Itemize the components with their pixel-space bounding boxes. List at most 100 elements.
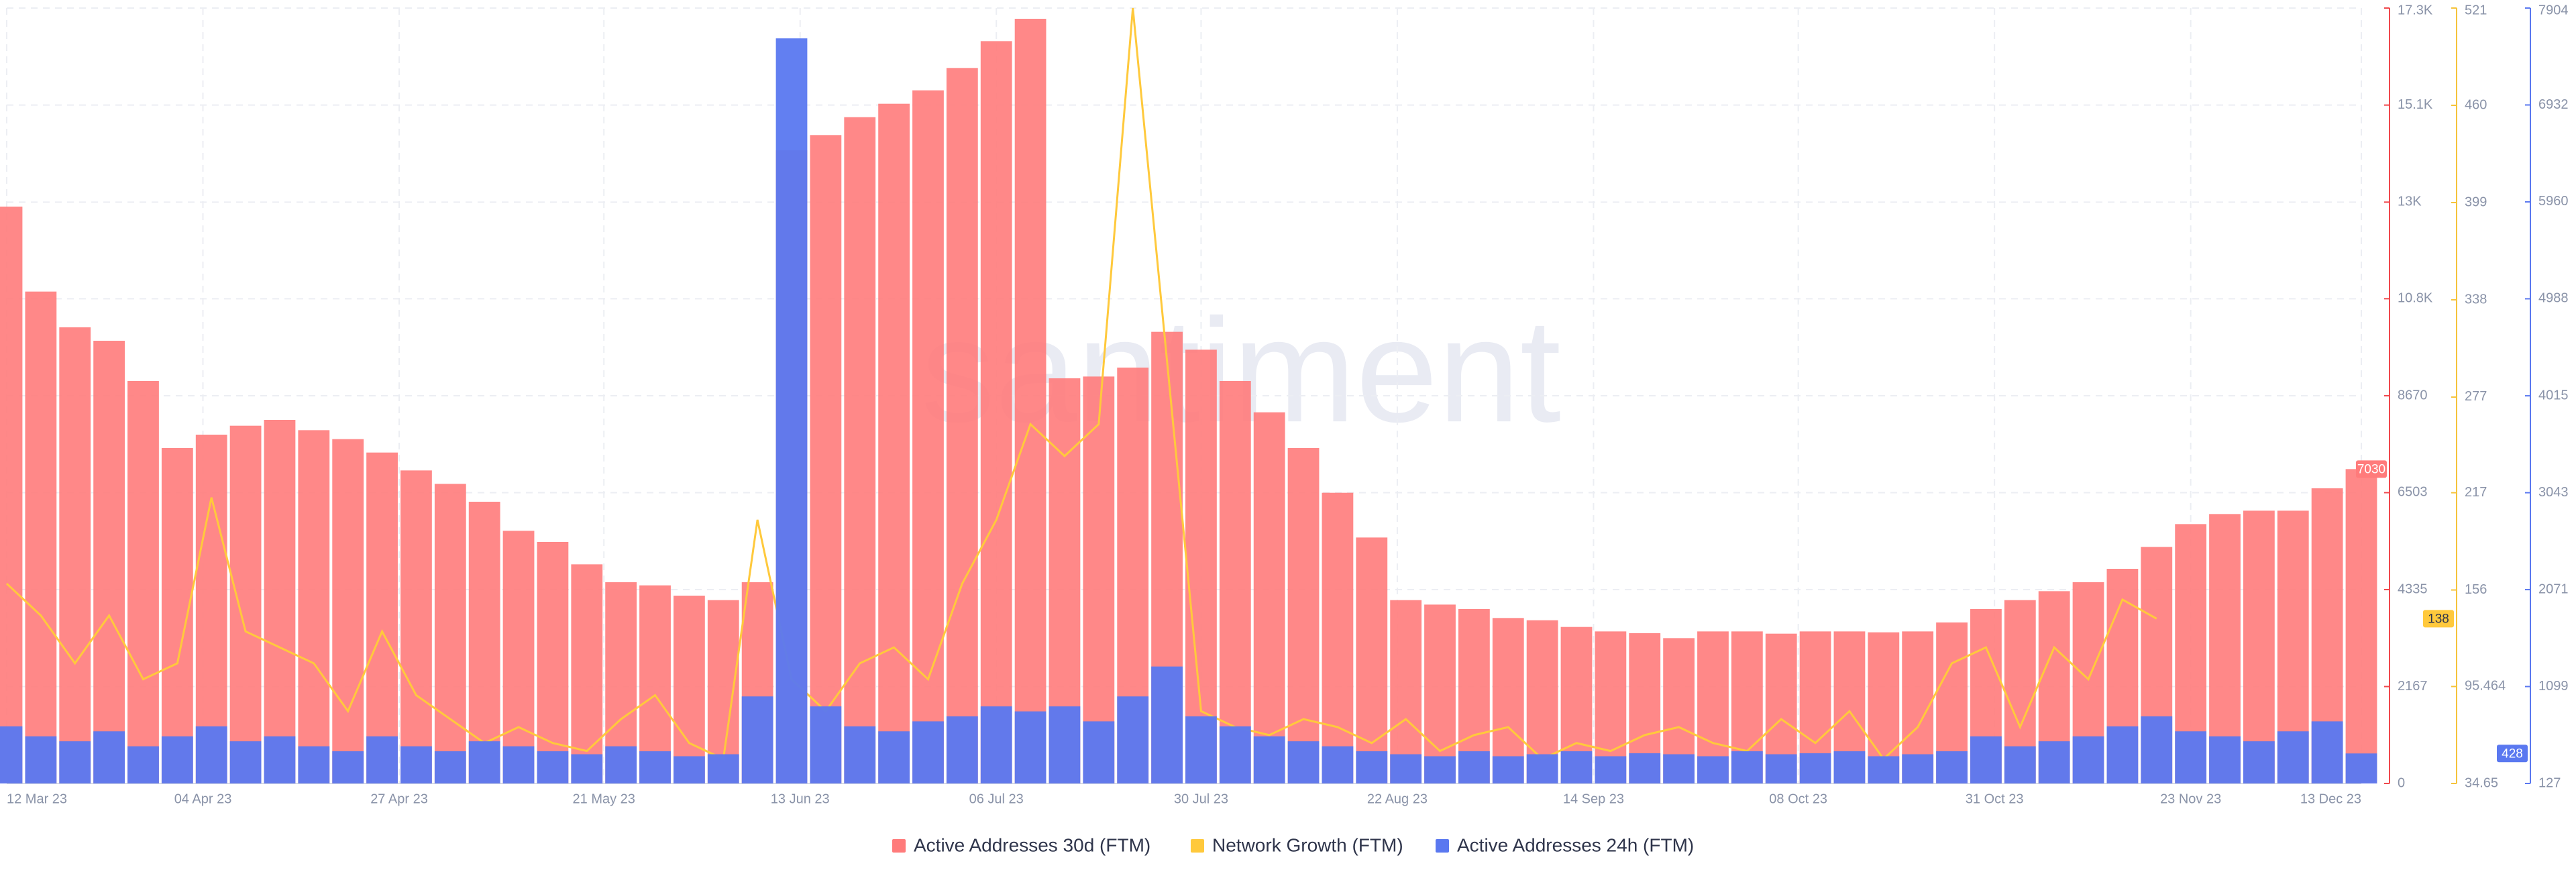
bar [229, 425, 262, 783]
line [5, 7, 2157, 761]
x-tick-label: 12 Mar 23 [7, 792, 67, 806]
y-tick-label: 4335 [2398, 582, 2428, 596]
bar [1390, 754, 1422, 783]
bar [468, 502, 500, 783]
bar [195, 726, 227, 783]
y-tick-label: 399 [2465, 195, 2487, 209]
bar [1765, 754, 1797, 783]
bar [2004, 746, 2036, 783]
bar [502, 531, 535, 783]
bar [161, 736, 193, 783]
y-tick-label: 34.65 [2465, 775, 2498, 790]
bar [127, 746, 159, 783]
bar [537, 751, 569, 783]
bar [878, 103, 910, 783]
bar [434, 751, 466, 783]
legend-swatch [892, 839, 906, 853]
y-tick-label: 13K [2398, 195, 2422, 209]
bar [946, 716, 978, 783]
y-tick-label: 10.8K [2398, 291, 2433, 306]
bar [1424, 604, 1456, 783]
bar [468, 741, 500, 783]
bar [1219, 726, 1251, 783]
bar [1560, 751, 1593, 783]
bar [1458, 751, 1490, 783]
legend-label: Active Addresses 24h (FTM) [1457, 834, 1694, 855]
legend-swatch [1191, 839, 1204, 853]
bar [161, 448, 193, 783]
bar [2175, 731, 2207, 783]
bar [605, 746, 637, 783]
bar [1799, 753, 1831, 783]
bar [1902, 754, 1934, 783]
bar [1731, 751, 1763, 783]
bar [195, 435, 227, 783]
bar [1322, 492, 1354, 783]
bar [878, 731, 910, 783]
bar [1424, 756, 1456, 783]
bar [1287, 448, 1320, 783]
bar [1390, 600, 1422, 783]
bar [1322, 746, 1354, 783]
bar [0, 207, 23, 783]
y-tick-label: 7904 [2538, 3, 2569, 17]
y-tick-label: 2071 [2538, 582, 2569, 596]
x-tick-label: 04 Apr 23 [174, 792, 232, 806]
bar [400, 470, 432, 783]
bar [1117, 696, 1149, 783]
y-tick-label: 4015 [2538, 388, 2569, 402]
bar [912, 90, 944, 784]
y-tick-label: 1099 [2538, 679, 2569, 694]
bar [810, 135, 842, 784]
bar [264, 420, 296, 783]
bar [332, 439, 364, 783]
bar [946, 68, 978, 783]
bar [1014, 711, 1046, 783]
bar [1287, 741, 1320, 783]
bar [1970, 736, 2002, 783]
bar [1526, 754, 1558, 783]
bar [571, 754, 603, 783]
bar [2345, 753, 2377, 783]
bar [1663, 754, 1695, 783]
bar [844, 117, 876, 783]
y-tick-label: 4988 [2538, 291, 2569, 306]
bar [1868, 756, 1900, 783]
bar [1936, 751, 1968, 783]
y-tick-label: 338 [2465, 292, 2487, 307]
bar [2243, 741, 2275, 783]
bar [1049, 706, 1081, 783]
bar [2141, 716, 2173, 783]
y-tick-label: 127 [2538, 775, 2561, 790]
y-tick-label: 3043 [2538, 485, 2569, 500]
y-tick-label: 95.464 [2465, 679, 2506, 694]
x-tick-label: 13 Dec 23 [2300, 792, 2361, 806]
last-value-label: 138 [2428, 612, 2449, 626]
bar [2345, 469, 2377, 783]
y-tick-label: 156 [2465, 582, 2487, 597]
bar [2038, 741, 2070, 783]
y-tick-label: 217 [2465, 485, 2487, 500]
bar [1492, 756, 1524, 783]
bar [980, 41, 1012, 783]
bar [2277, 731, 2309, 783]
bar [673, 756, 705, 783]
bar [537, 542, 569, 783]
y-tick-label: 521 [2465, 3, 2487, 17]
y-tick-label: 15.1K [2398, 97, 2433, 112]
bar [1492, 618, 1524, 783]
bar [639, 585, 671, 783]
bar [59, 741, 91, 783]
bar [1356, 751, 1388, 783]
bar [127, 381, 159, 783]
bar [366, 736, 398, 783]
x-tick-label: 22 Aug 23 [1367, 792, 1428, 806]
bar [1014, 19, 1046, 783]
bar [229, 741, 262, 783]
y-tick-label: 6503 [2398, 485, 2428, 500]
bar [2243, 510, 2275, 783]
bar [980, 706, 1012, 783]
last-value-box [2423, 610, 2454, 628]
bar [741, 696, 773, 783]
